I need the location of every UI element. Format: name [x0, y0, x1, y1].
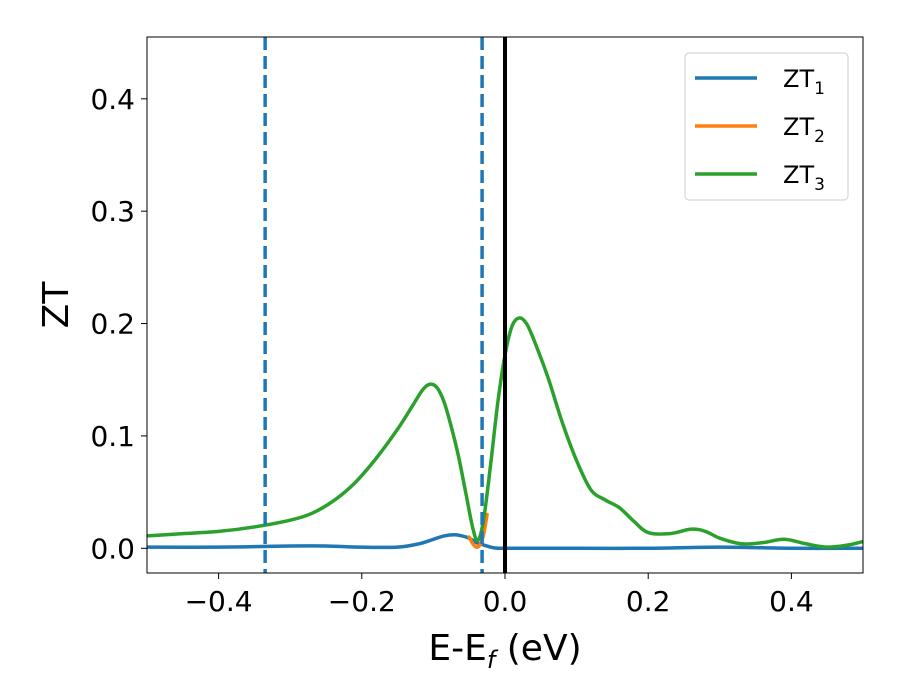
- series-line-zt1: [147, 533, 863, 551]
- y-axis-label: ZT: [36, 281, 77, 329]
- x-tick-label: 0.2: [626, 585, 671, 618]
- vline-layer: [263, 37, 507, 573]
- x-axis-label-suffix: (eV): [495, 628, 581, 669]
- x-tick-label: −0.2: [328, 585, 396, 618]
- legend-label: ZT2: [783, 113, 825, 147]
- y-tick-label: 0.0: [90, 532, 135, 565]
- x-axis-label-main: E-E: [428, 628, 486, 669]
- legend: ZT1 ZT2 ZT3: [684, 52, 849, 201]
- legend-box: [684, 52, 849, 201]
- x-tick-label: −0.4: [185, 585, 253, 618]
- y-tick-label: 0.1: [90, 420, 135, 453]
- x-axis-label: E-Ef (eV): [428, 628, 581, 674]
- tick-layer: −0.4 −0.2 0.0 0.2 0.4 0.0 0.1 0.2 0.3 0.4: [90, 83, 813, 618]
- x-tick-label: 0.4: [769, 585, 814, 618]
- y-tick-label: 0.4: [90, 83, 135, 116]
- legend-label: ZT1: [783, 65, 825, 99]
- legend-item-zt2: ZT2: [695, 113, 825, 147]
- legend-label: ZT3: [783, 161, 825, 195]
- legend-item-zt3: ZT3: [695, 161, 825, 195]
- legend-item-zt1: ZT1: [695, 65, 825, 99]
- y-tick-label: 0.2: [90, 308, 135, 341]
- x-tick-label: 0.0: [483, 585, 528, 618]
- y-tick-label: 0.3: [90, 195, 135, 228]
